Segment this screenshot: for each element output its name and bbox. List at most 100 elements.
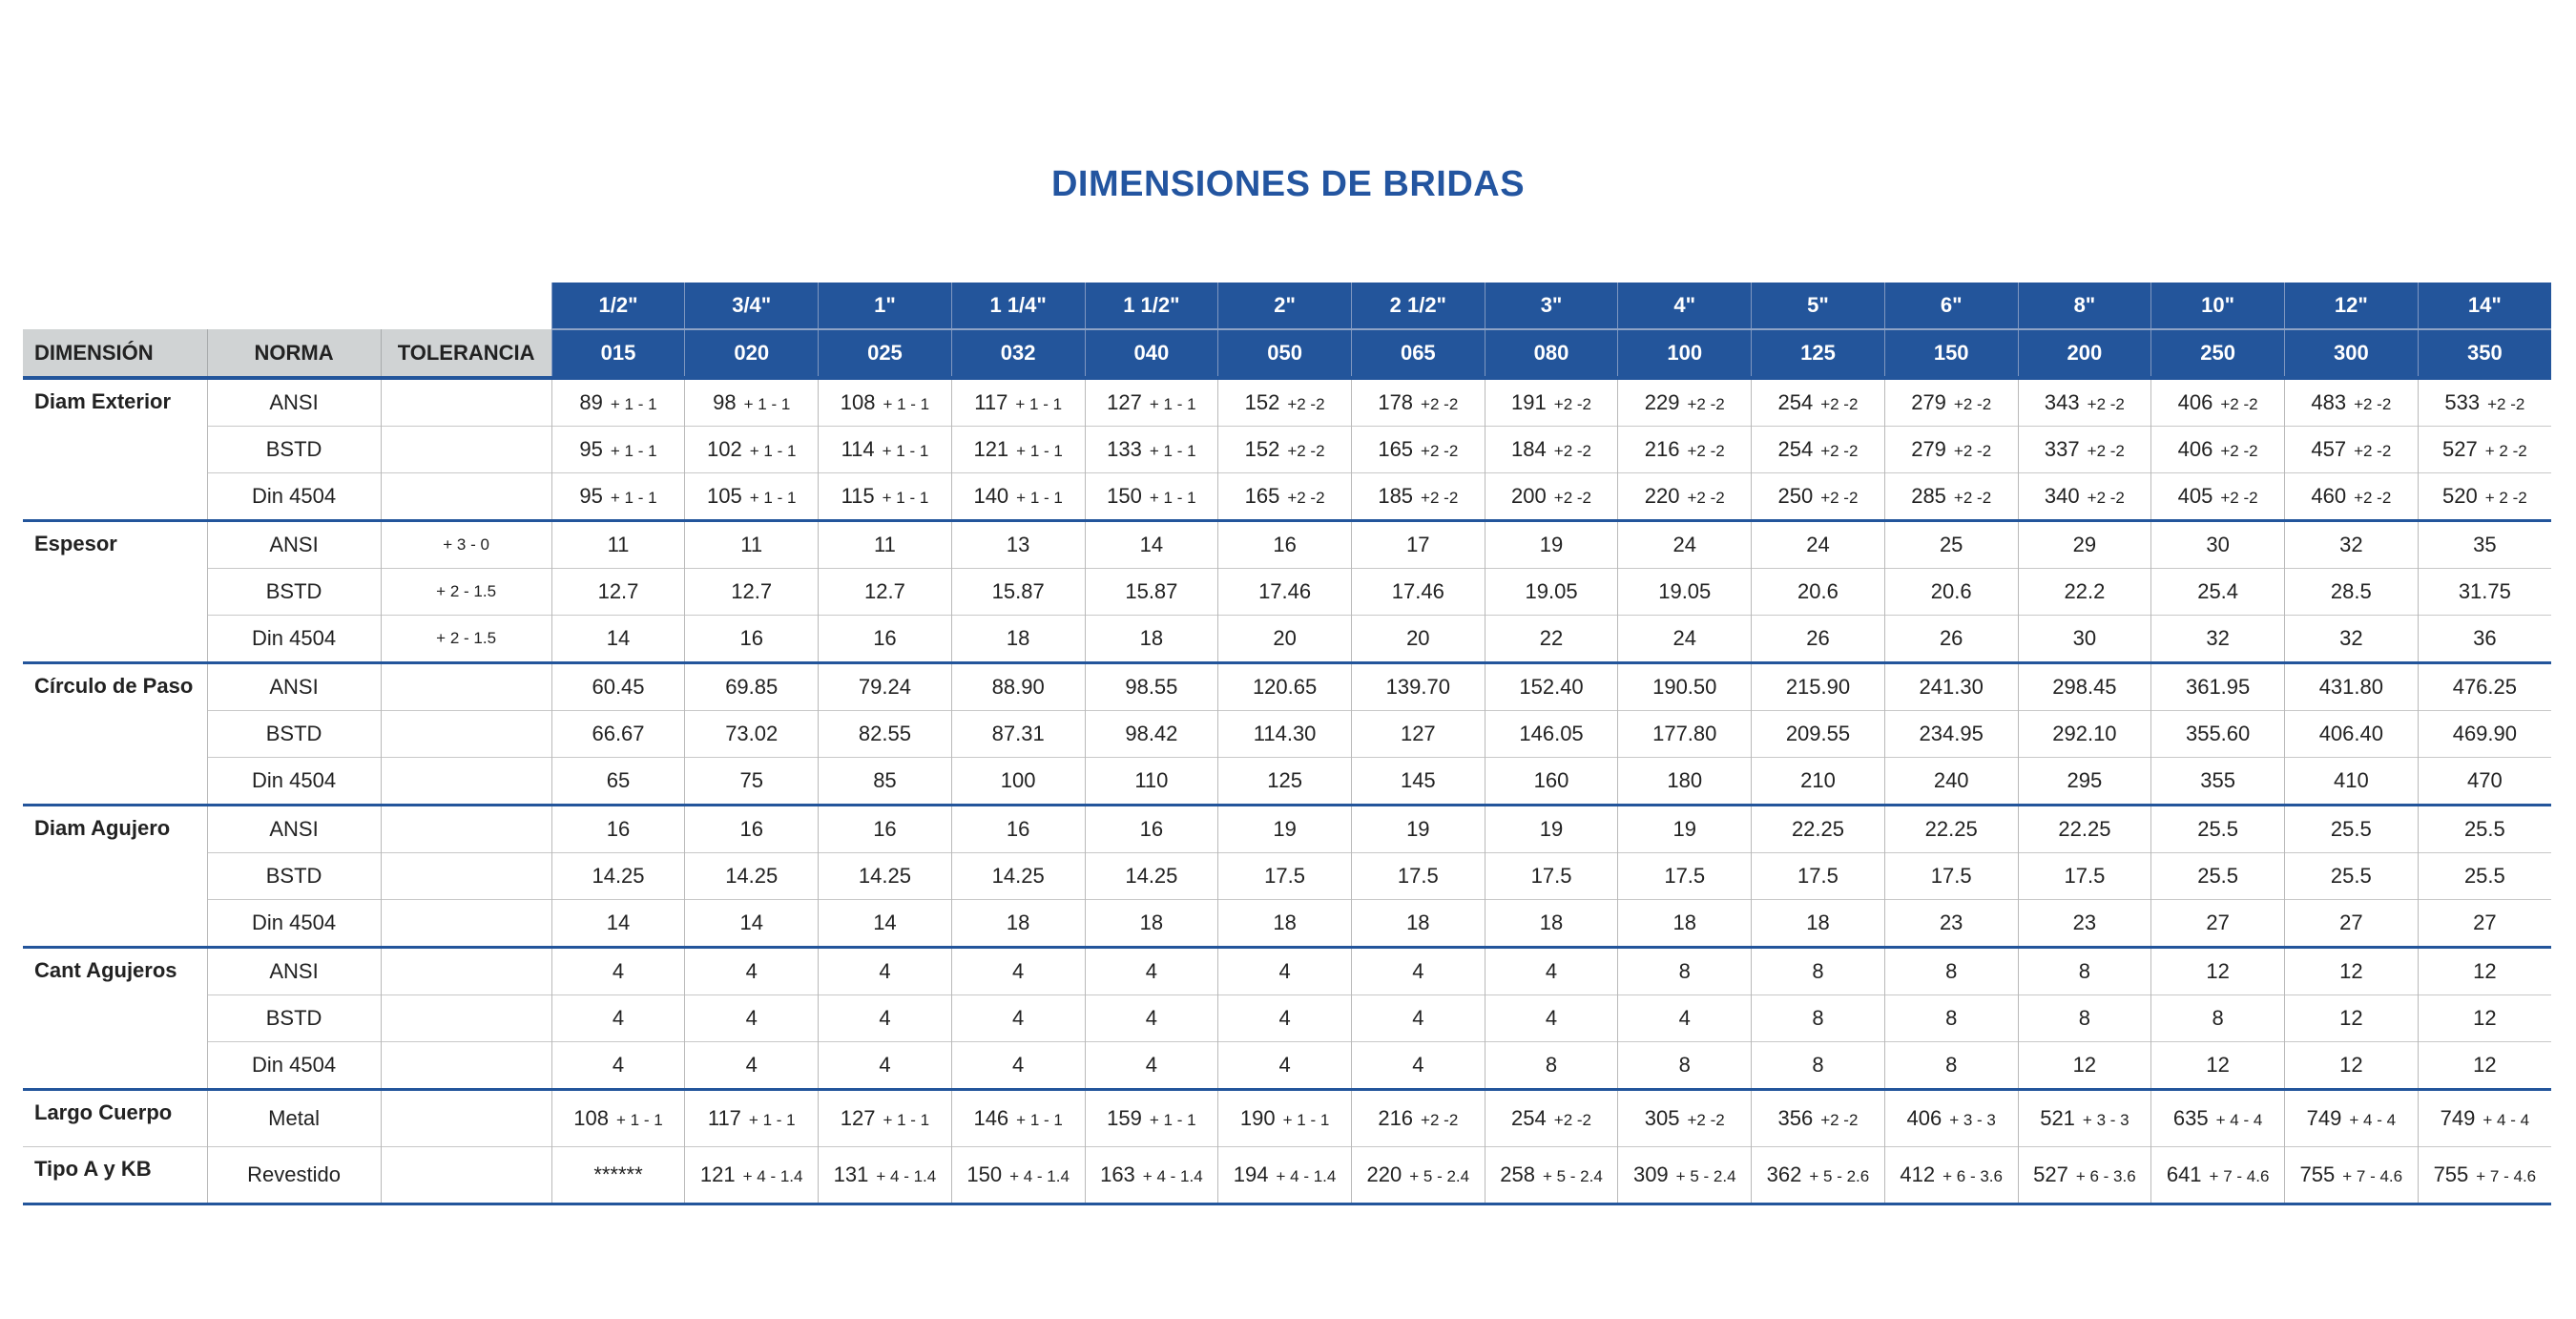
value-text: 16: [739, 626, 763, 650]
value-text: 108: [573, 1106, 610, 1130]
value-text: 30: [2206, 533, 2230, 556]
norma-cell: Din 4504: [206, 757, 382, 806]
value-text: 4: [1278, 959, 1291, 983]
value-text: 220: [1366, 1162, 1402, 1186]
value-cell: 75: [684, 757, 819, 806]
value-cell: 18: [1084, 899, 1218, 948]
value-cell: 309 + 5 - 2.4: [1617, 1146, 1752, 1205]
column-code-header: 050: [1217, 329, 1352, 378]
value-text: 152: [1244, 390, 1280, 414]
header-tolerancia: TOLERANCIA: [380, 329, 552, 378]
tolerance-text: + 3 - 3: [1949, 1111, 1996, 1129]
tolerance-text: +2 -2: [1421, 395, 1459, 413]
value-text: 17.5: [2064, 864, 2106, 888]
value-text: 250: [1777, 484, 1814, 508]
tolerance-text: + 1 - 1: [882, 442, 929, 460]
value-text: 4: [745, 959, 758, 983]
value-cell: 30: [2150, 519, 2285, 569]
value-cell: 127: [1350, 710, 1485, 758]
value-cell: 150 + 1 - 1: [1084, 472, 1218, 521]
value-cell: 209.55: [1751, 710, 1885, 758]
value-text: 4: [1545, 1006, 1558, 1030]
value-cell: 361.95: [2150, 661, 2285, 711]
value-cell: 20: [1350, 615, 1485, 663]
value-text: 8: [1812, 959, 1824, 983]
value-cell: 194 + 4 - 1.4: [1217, 1146, 1352, 1205]
value-cell: 14.25: [818, 852, 952, 900]
value-text: 160: [1533, 768, 1569, 792]
value-cell: 15.87: [950, 568, 1086, 616]
dimension-label: Diam Exterior: [23, 376, 208, 521]
value-text: 4: [1012, 1006, 1025, 1030]
column-size-header: 1": [818, 283, 952, 330]
value-cell: 17.5: [2017, 852, 2151, 900]
value-text: 22.25: [1791, 817, 1844, 841]
value-text: 14.25: [991, 864, 1045, 888]
value-cell: 121 + 1 - 1: [950, 426, 1086, 473]
value-text: 12: [2473, 1053, 2497, 1077]
value-cell: 12: [2417, 1041, 2551, 1090]
value-cell: 229 +2 -2: [1617, 376, 1752, 427]
value-cell: 146 + 1 - 1: [950, 1088, 1086, 1147]
tolerancia-cell: [380, 1041, 552, 1090]
value-cell: 17.5: [1484, 852, 1618, 900]
value-cell: 32: [2283, 519, 2419, 569]
value-text: 285: [1911, 484, 1946, 508]
value-text: 98: [713, 390, 737, 414]
value-cell: 16: [1217, 519, 1352, 569]
value-text: 12.7: [597, 579, 639, 603]
table-row: Diam Agujero ANSI 16 16 16 16 16 19 19 19 19 22.25 2…: [23, 804, 2551, 948]
value-cell: 98.42: [1084, 710, 1218, 758]
value-text: 16: [606, 817, 631, 841]
value-text: 17.46: [1258, 579, 1312, 603]
value-cell: 17.5: [1217, 852, 1352, 900]
value-cell: 121 + 4 - 1.4: [684, 1146, 819, 1205]
value-text: 4: [1012, 1053, 1025, 1077]
value-text: 14: [739, 911, 763, 934]
tolerance-text: + 1 - 1: [1149, 395, 1196, 413]
value-text: 209.55: [1785, 722, 1851, 745]
tolerancia-cell: + 3 - 0: [380, 519, 552, 569]
value-text: 16: [873, 626, 897, 650]
column-size-header: 3": [1484, 283, 1618, 330]
value-text: 15.87: [991, 579, 1045, 603]
value-text: 85: [873, 768, 897, 792]
value-cell: 17.46: [1217, 568, 1352, 616]
column-size-header: 2": [1217, 283, 1352, 330]
value-text: 4: [745, 1006, 758, 1030]
tolerance-text: + 5 - 2.4: [1675, 1167, 1736, 1185]
value-cell: 13: [950, 519, 1086, 569]
norma-cell: Din 4504: [206, 472, 382, 521]
tolerancia-cell: [380, 472, 552, 521]
value-cell: 12: [2283, 994, 2419, 1042]
table-row: Din 4504 65 75 85 100 110 125 145 160 180 210 240 29…: [23, 757, 2551, 806]
tolerance-text: + 1 - 1: [883, 395, 930, 413]
value-cell: 18: [950, 615, 1086, 663]
tolerancia-cell: [380, 661, 552, 711]
value-cell: 4: [1484, 946, 1618, 995]
value-cell: 25.4: [2150, 568, 2285, 616]
value-cell: 4: [1484, 994, 1618, 1042]
value-cell: 405 +2 -2: [2150, 472, 2285, 521]
dimension-label: Largo Cuerpo: [23, 1088, 208, 1147]
value-cell: 406.40: [2283, 710, 2419, 758]
value-cell: 18: [1217, 899, 1352, 948]
value-text: 121: [699, 1162, 736, 1186]
value-text: 406: [2177, 437, 2213, 461]
value-text: 127: [1400, 722, 1436, 745]
value-cell: 36: [2417, 615, 2551, 663]
value-cell: 114 + 1 - 1: [818, 426, 952, 473]
value-text: 292.10: [2052, 722, 2117, 745]
column-code-header: 100: [1617, 329, 1752, 378]
value-cell: 4: [1217, 946, 1352, 995]
value-text: 355.60: [2185, 722, 2251, 745]
column-code-header: 020: [684, 329, 819, 378]
value-text: 140: [973, 484, 1009, 508]
value-cell: 11: [818, 519, 952, 569]
value-cell: 25: [1883, 519, 2019, 569]
value-text: 127: [1107, 390, 1142, 414]
value-text: 4: [1145, 959, 1157, 983]
tolerance-text: + 1 - 1: [1015, 395, 1063, 413]
value-text: 295: [2067, 768, 2103, 792]
value-text: 258: [1500, 1162, 1535, 1186]
